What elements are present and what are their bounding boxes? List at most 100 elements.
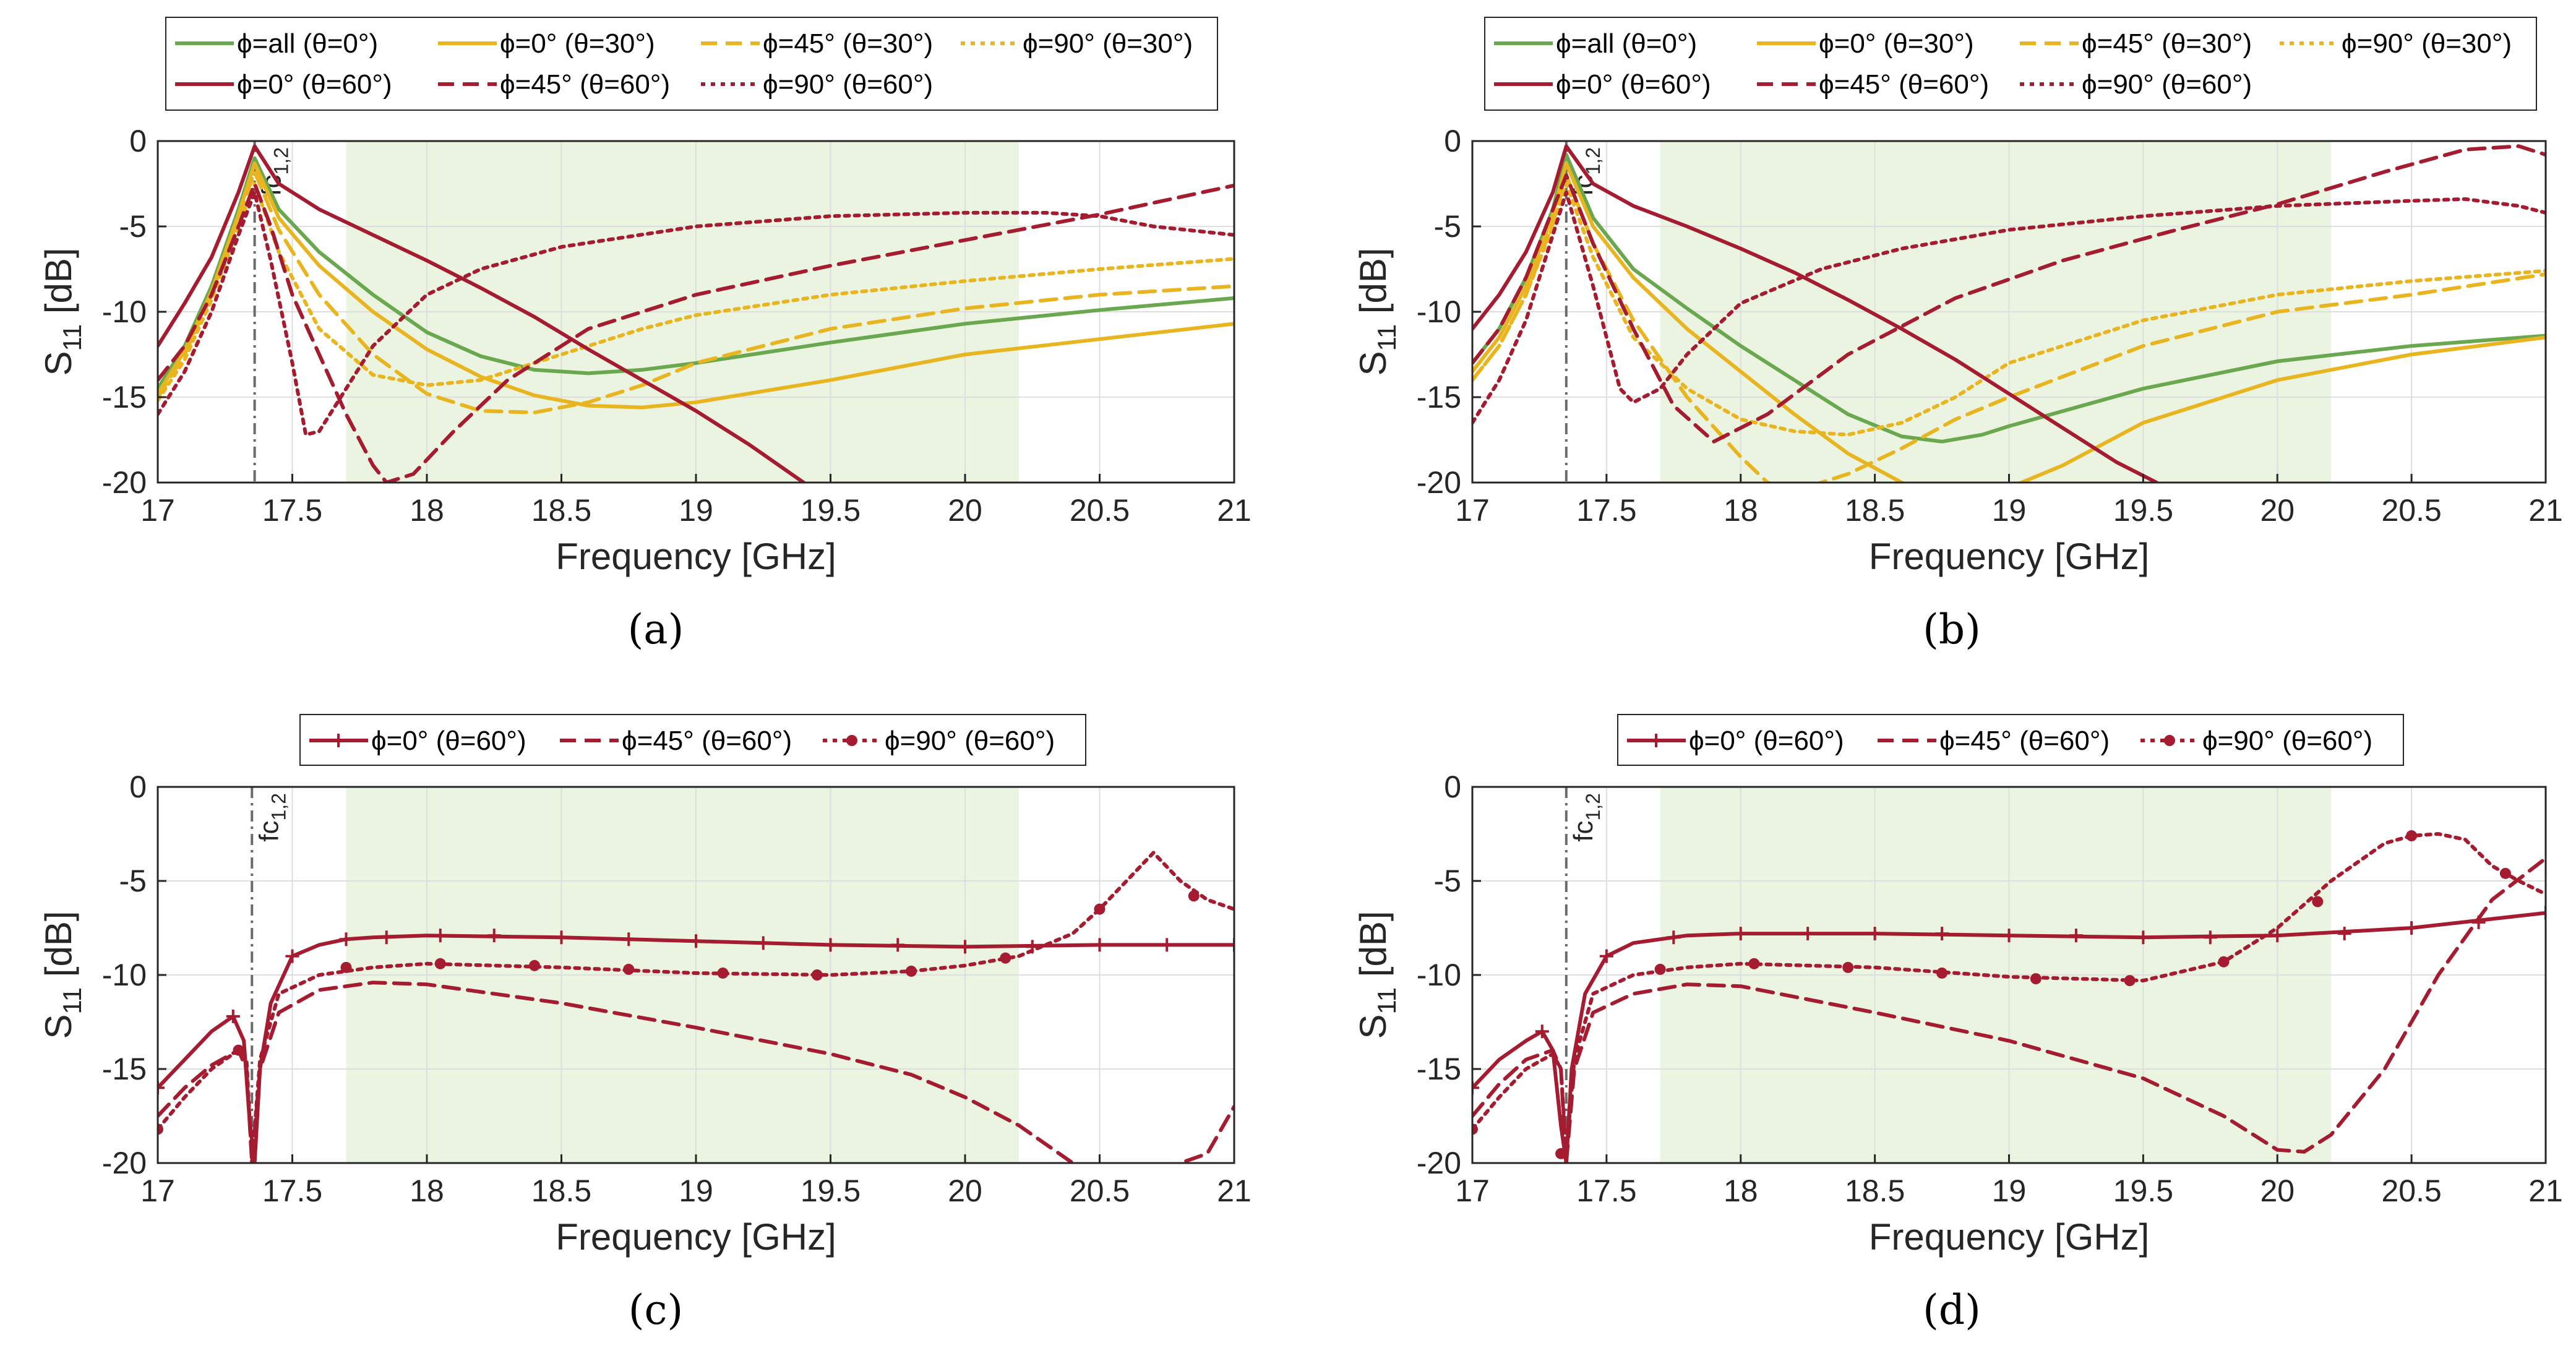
y-tick-label: -20 (1417, 1146, 1461, 1180)
data-point-marker (2136, 930, 2150, 945)
x-tick-label: 20.5 (1070, 1174, 1130, 1208)
data-point-marker (1555, 1148, 1567, 1159)
data-point-marker (433, 929, 447, 943)
y-tick-label: -10 (102, 294, 147, 329)
x-tick-label: 20.5 (1070, 493, 1130, 528)
x-tick-label: 21 (1217, 1174, 1252, 1208)
legend-marker (2164, 735, 2175, 746)
data-point-marker (1599, 949, 1613, 963)
x-tick-label: 19.5 (801, 493, 861, 528)
cutoff-label: fc1,2 (254, 793, 290, 842)
data-point-marker (891, 938, 905, 952)
y-axis-label: S11 [dB] (1352, 247, 1401, 376)
data-point-marker (1093, 938, 1107, 952)
x-tick-label: 17.5 (1576, 1174, 1636, 1208)
legend-label: ϕ=0° (θ=60°) (1689, 726, 1844, 756)
y-tick-label: 0 (129, 770, 147, 804)
data-point-marker (340, 961, 352, 973)
x-tick-label: 20 (948, 1174, 982, 1208)
y-tick-label: -15 (102, 1052, 147, 1086)
x-tick-label: 19 (679, 493, 713, 528)
data-point-marker (487, 929, 501, 943)
x-tick-label: 17.5 (262, 1174, 322, 1208)
chart-panel-c: fc1,2 17 17.5 18 18.5 19 19.5 20 20.5 21 0 -5 -10 -15… (38, 714, 1252, 1334)
y-tick-label: -10 (1417, 958, 1461, 992)
y-axis-label: S11 [dB] (1352, 911, 1401, 1039)
data-point-marker (1935, 927, 1949, 941)
cutoff-label: fc1,2 (1568, 793, 1604, 842)
legend-label: ϕ=0° (θ=60°) (237, 69, 392, 100)
x-tick-label: 17 (140, 1174, 175, 1208)
legend-label: ϕ=45° (θ=60°) (500, 69, 670, 100)
legend-label: ϕ=90° (θ=60°) (2202, 726, 2372, 756)
x-tick-label: 19 (679, 1174, 713, 1208)
series-line-0 (158, 934, 1234, 1163)
chart-panel-a: fc1,217 17.5 18 18.5 19 19.5 20 20.5 210-5-10-15… (38, 17, 1252, 653)
x-tick-label: 19 (1992, 493, 2027, 528)
x-axis-label: Frequency [GHz] (556, 536, 836, 577)
data-point-marker (2312, 896, 2324, 908)
data-point-marker (434, 958, 446, 969)
data-point-marker (1472, 1123, 1478, 1135)
subfigure-caption: (c) (629, 1286, 683, 1334)
data-point-marker (2218, 956, 2230, 968)
data-point-marker (2539, 906, 2546, 920)
data-point-marker (958, 940, 972, 954)
legend-label: ϕ=0° (θ=30°) (1819, 28, 1974, 59)
data-point-marker (2124, 975, 2136, 987)
legend-label: ϕ=all (θ=0°) (1556, 28, 1697, 59)
x-tick-label: 20.5 (2381, 1174, 2441, 1208)
x-tick-label: 19 (1992, 1174, 2027, 1208)
data-point-marker (1654, 963, 1666, 975)
y-tick-label: -20 (102, 1146, 147, 1180)
legend-box (165, 17, 1218, 111)
series-layer (1472, 830, 2546, 1163)
subfigure-caption: (d) (1923, 1286, 1981, 1334)
y-axis-label: S11 [dB] (38, 247, 87, 376)
y-tick-label: -5 (1434, 209, 1461, 244)
legend: ϕ=0° (θ=60°) ϕ=45° (θ=60°) ϕ=90° (θ=60°) (299, 714, 1086, 766)
subfigure-caption: (b) (1923, 606, 1981, 653)
y-tick-label: -5 (119, 209, 147, 244)
series-line-3 (1472, 182, 2546, 437)
legend-label: ϕ=90° (θ=60°) (763, 69, 933, 100)
series-line-4 (158, 144, 805, 483)
series-line-1 (158, 981, 1234, 1163)
x-axis-label: Frequency [GHz] (1869, 1216, 2150, 1258)
data-point-marker (1000, 952, 1011, 964)
data-point-marker (233, 1044, 244, 1056)
x-tick-label: 21 (1217, 493, 1252, 528)
data-point-marker (1535, 1024, 1549, 1039)
legend-label: ϕ=0° (θ=60°) (1556, 69, 1711, 100)
data-point-marker (2270, 929, 2285, 943)
chart-panel-d: fc1,2 17 17.5 18 18.5 19 19.5 20 20.5 21 0 -5 -10 -15… (1352, 714, 2563, 1334)
data-point-marker (1188, 890, 1200, 902)
y-tick-label: -10 (1417, 294, 1461, 329)
data-point-marker (1227, 938, 1234, 952)
x-tick-label: 18.5 (531, 1174, 591, 1208)
series-layer (1472, 144, 2546, 483)
data-point-marker (1733, 927, 1748, 941)
data-point-marker (2002, 929, 2016, 943)
legend-label: ϕ=45° (θ=30°) (2082, 28, 2252, 59)
data-point-marker (623, 963, 635, 975)
data-point-marker (158, 1081, 165, 1095)
data-point-marker (2499, 867, 2511, 879)
series-layer (158, 144, 1234, 483)
chart-panel-b: fc1,217 17.5 18 18.5 19 19.5 20 20.5 210-5-10-15… (1352, 17, 2563, 653)
legend-label: ϕ=45° (θ=60°) (1819, 69, 1989, 100)
data-point-marker (2203, 930, 2217, 945)
legend-label: ϕ=45° (θ=60°) (622, 726, 792, 756)
legend: ϕ=0° (θ=60°) ϕ=45° (θ=60°) ϕ=90° (θ=60°) (1617, 714, 2404, 766)
x-tick-label: 17 (1455, 1174, 1490, 1208)
x-tick-label: 21 (2528, 1174, 2563, 1208)
data-point-marker (1868, 927, 1882, 941)
series-line-6 (1472, 190, 2546, 425)
y-tick-label: 0 (129, 124, 147, 158)
data-point-marker (2069, 929, 2083, 943)
x-tick-label: 19.5 (801, 1174, 861, 1208)
data-point-marker (1094, 903, 1106, 915)
legend-label: ϕ=45° (θ=60°) (1939, 726, 2110, 756)
data-point-marker (2337, 927, 2351, 941)
